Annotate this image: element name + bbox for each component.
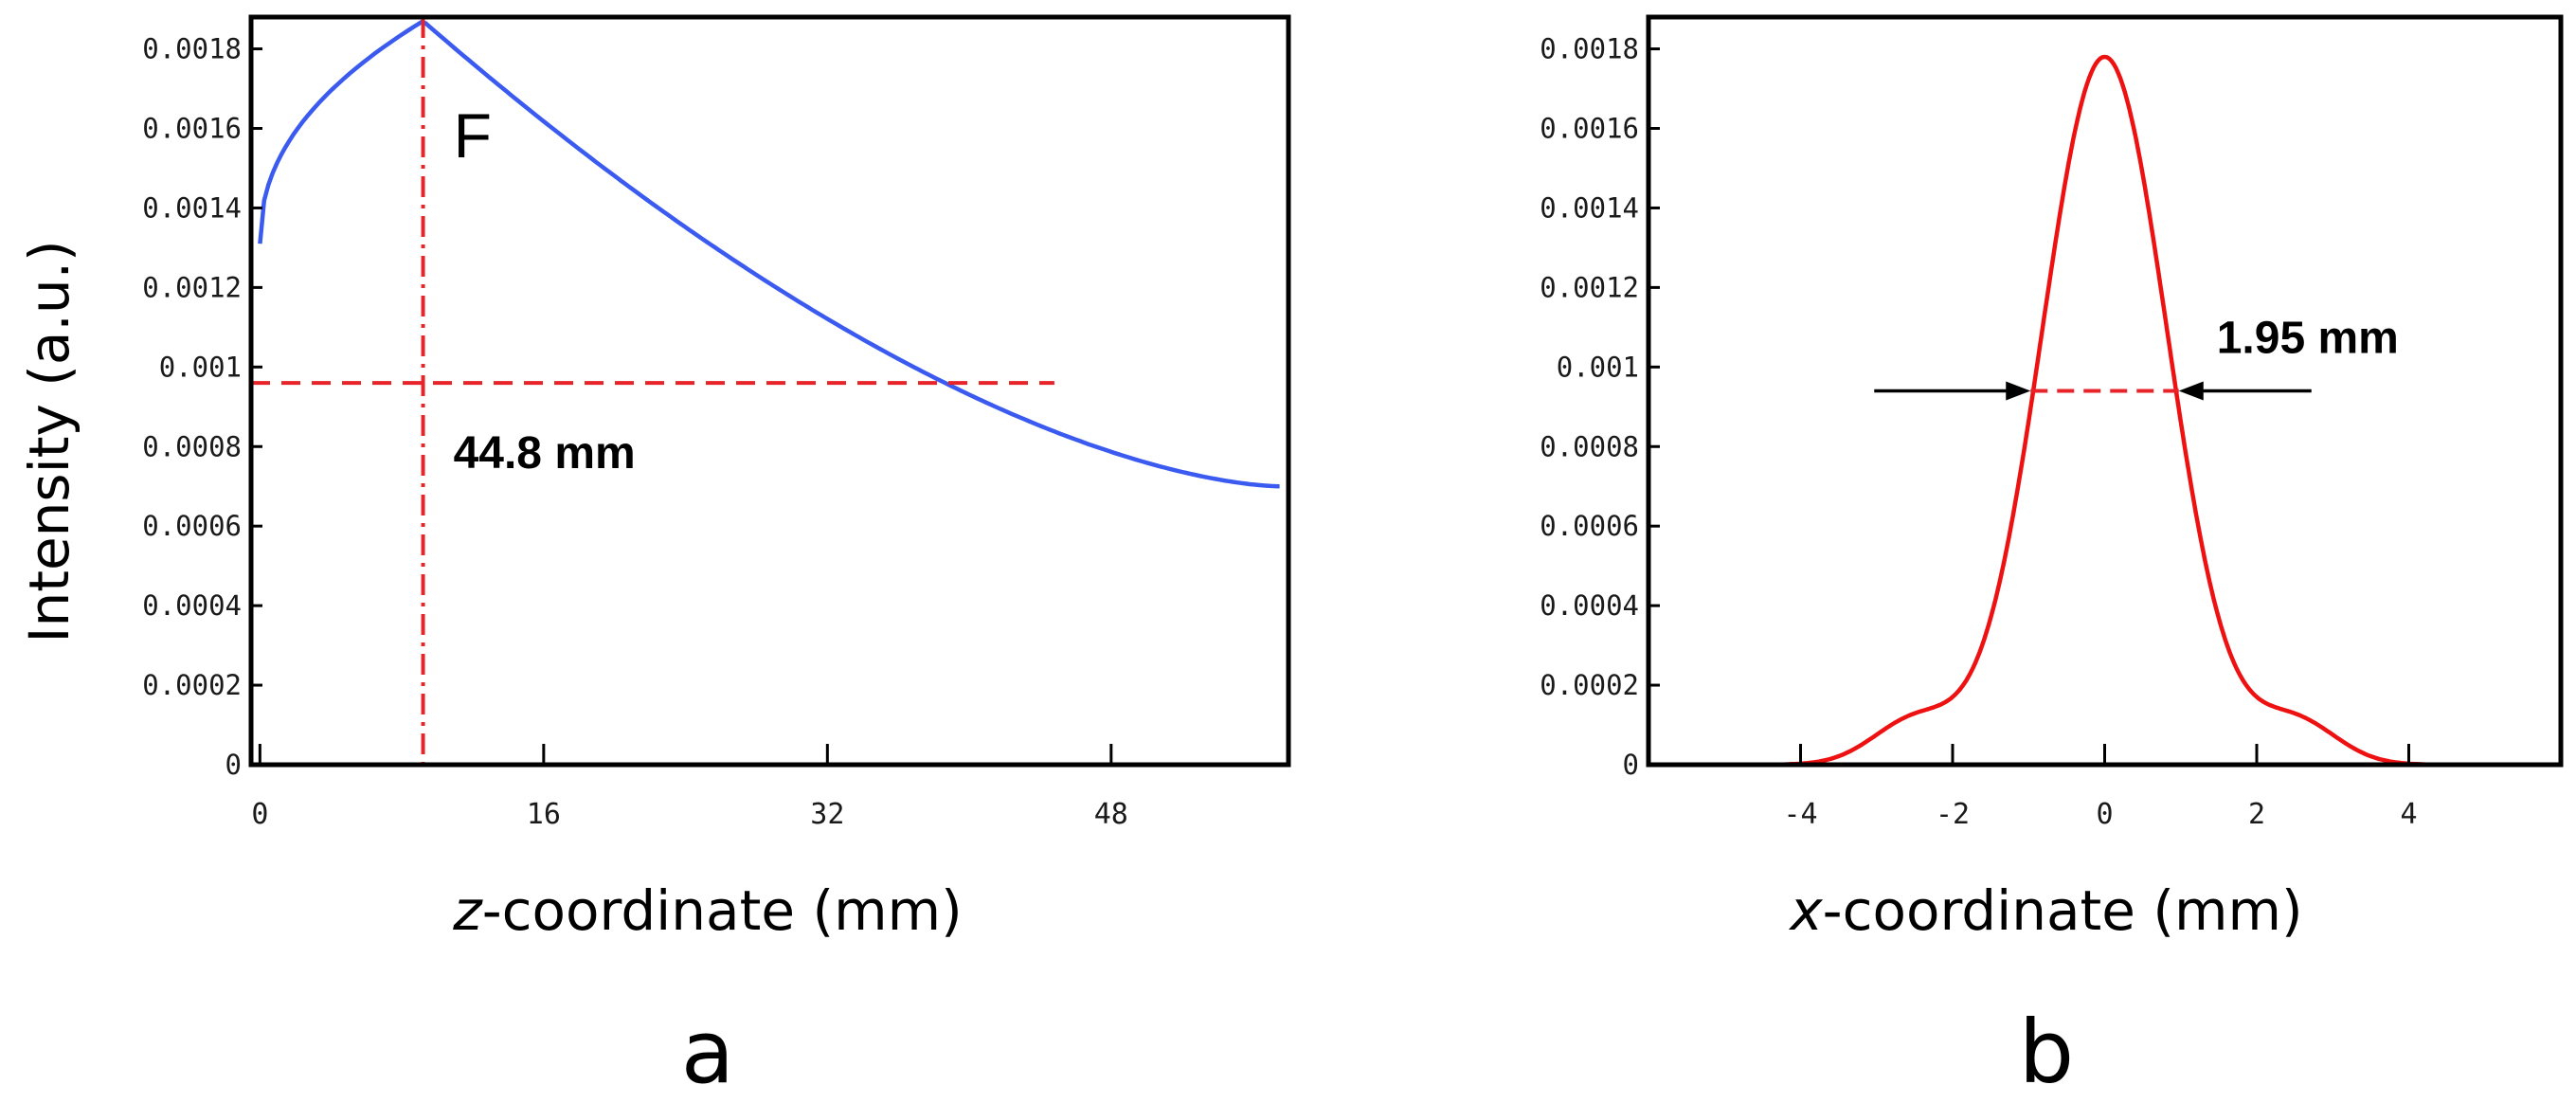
panel-b-profile-curve [1770,54,2440,768]
panel-a-x-axis-title-rest: -coordinate (mm) [482,878,963,943]
panel-b-y-ticks: 0 0.0002 0.0004 0.0006 0.0008 0.001 0.0012 0.00… [1540,33,1660,781]
a-y-tick-label: 0.0008 [142,430,242,462]
a-x-tick-label: 32 [810,798,844,831]
a-y-tick-label: 0.0002 [142,669,242,701]
panel-a-x-axis-title: z-coordinate (mm) [452,878,962,943]
panel-a-x-ticks: 0 16 32 48 [251,744,1128,831]
panel-b-x-axis-title: x-coordinate (mm) [1788,878,2302,943]
panel-b-x-axis-title-var: x [1788,878,1823,943]
a-x-tick-label: 48 [1094,798,1128,831]
b-x-tick-label: 0 [2096,798,2113,831]
panel-b: 0 0.0002 0.0004 0.0006 0.0008 0.001 0.0012 0.00… [1540,14,2564,1103]
b-y-tick-label: 0.0006 [1540,510,1639,542]
panel-a-frame [248,14,1291,768]
b-y-tick-label: 0 [1623,749,1639,781]
b-y-tick-label: 0.0018 [1540,33,1639,65]
panel-a-label: a [681,1002,734,1103]
b-y-tick-label: 0.0008 [1540,430,1639,462]
b-y-tick-label: 0.001 [1557,351,1639,383]
a-y-tick-label: 0 [225,749,242,781]
b-x-tick-label: 2 [2248,798,2265,831]
b-y-tick-label: 0.0004 [1540,589,1639,622]
panel-a: 0 0.0002 0.0004 0.0006 0.0008 0.001 0.0012 0.00… [17,14,1291,1103]
a-y-tick-label: 0.001 [159,351,242,383]
panel-a-y-ticks: 0 0.0002 0.0004 0.0006 0.0008 0.001 0.0012 0.00… [142,33,262,781]
b-y-tick-label: 0.0014 [1540,191,1639,224]
b-x-tick-label: -4 [1783,798,1817,831]
panel-b-left-arrowhead [2006,381,2031,401]
panel-b-x-ticks: -4 -2 0 2 4 [1783,744,2418,831]
panel-b-x-axis-title-rest: -coordinate (mm) [1823,878,2303,943]
b-y-tick-label: 0.0002 [1540,669,1639,701]
a-y-tick-label: 0.0004 [142,589,242,622]
a-y-tick-label: 0.0006 [142,510,242,542]
a-x-tick-label: 16 [527,798,561,831]
b-y-tick-label: 0.0016 [1540,113,1639,145]
a-x-tick-label: 0 [251,798,268,831]
panel-a-intensity-curve [258,19,1280,489]
panel-b-fwhm-label: 1.95 mm [2217,314,2399,364]
panel-a-x-axis-title-var: z [452,878,483,943]
a-y-tick-label: 0.0014 [142,191,242,224]
panel-a-plot-group [248,14,1291,768]
panel-b-right-arrowhead [2178,381,2204,401]
a-y-tick-label: 0.0016 [142,113,242,145]
b-x-tick-label: -2 [1936,798,1970,831]
b-y-tick-label: 0.0012 [1540,271,1639,303]
panel-a-focus-label: F [454,100,492,171]
a-y-tick-label: 0.0018 [142,33,242,65]
panel-b-plot-group [1646,14,2564,768]
b-x-tick-label: 4 [2400,798,2417,831]
panel-a-depth-label: 44.8 mm [454,428,636,479]
a-y-tick-label: 0.0012 [142,271,242,303]
panel-a-y-axis-title: Intensity (a.u.) [17,240,81,642]
panel-b-label: b [2019,1002,2074,1103]
panel-b-frame [1646,14,2564,768]
